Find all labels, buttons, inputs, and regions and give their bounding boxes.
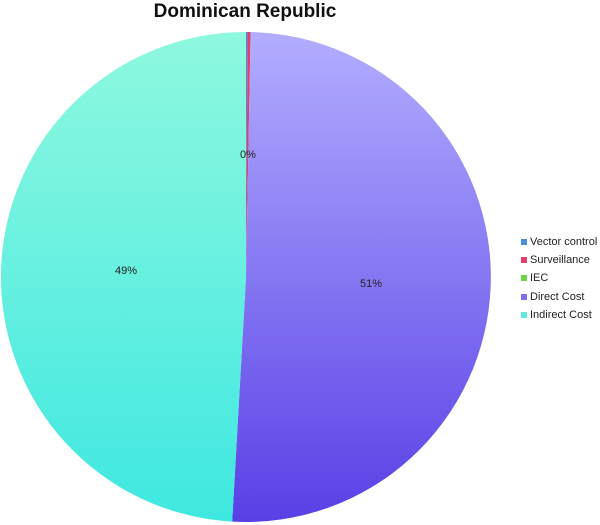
slice-label-indirect-cost: 49% [115,265,137,277]
legend-item-indirect-cost: Indirect Cost [521,306,597,324]
slice-label-surveillance: 0% [240,149,256,161]
legend-swatch-indirect-cost [521,311,527,318]
legend-label-surveillance: Surveillance [530,254,590,267]
legend-swatch-surveillance [521,257,527,264]
pie-slice-surveillance [246,32,251,277]
pie-slice-direct-cost [232,32,491,522]
legend-swatch-iec [521,275,527,282]
pie-slice-indirect-cost [0,31,246,522]
legend-swatch-direct-cost [521,293,527,300]
legend-label-iec: IEC [530,272,549,285]
legend-swatch-vector-control [521,239,527,246]
legend-label-indirect-cost: Indirect Cost [530,308,592,321]
chart-title: Dominican Republic [153,1,337,22]
legend-label-direct-cost: Direct Cost [530,290,585,303]
legend-item-iec: IEC [521,269,597,287]
legend-item-vector-control: Vector control [521,233,597,251]
legend: Vector control Surveillance IEC Direct Cost… [521,233,597,324]
legend-item-direct-cost: Direct Cost [521,288,597,306]
pie-slice-vector-control [246,31,248,278]
legend-label-vector-control: Vector control [530,236,598,249]
slice-label-direct-cost: 51% [360,278,382,290]
legend-item-surveillance: Surveillance [521,251,597,269]
